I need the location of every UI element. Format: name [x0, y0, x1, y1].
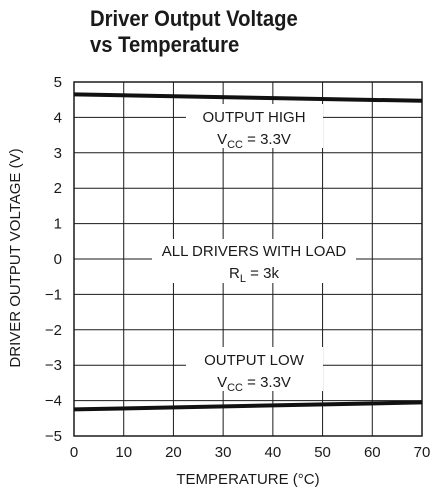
vcc-high-rest: = 3.3V — [243, 131, 291, 148]
y-tick-label: −3 — [45, 357, 62, 374]
vcc-low-main: V — [217, 374, 227, 391]
x-tick-label: 0 — [70, 444, 78, 461]
chart-title-line-1: Driver Output Voltage — [90, 6, 298, 31]
y-tick-label: −2 — [45, 322, 62, 339]
y-tick-label: −4 — [45, 393, 62, 410]
plot-frame — [73, 81, 423, 437]
x-tick-label: 30 — [215, 444, 232, 461]
x-tick-label: 50 — [314, 444, 331, 461]
series-output-low-line — [73, 400, 423, 412]
vcc-high-sub: CC — [227, 139, 243, 151]
annotation-output-low: OUTPUT LOW — [204, 352, 305, 369]
annotation-vcc-high: VCC = 3.3V — [217, 131, 291, 151]
annotation-high-bg — [186, 104, 323, 148]
series — [73, 92, 423, 412]
annotation-output-high: OUTPUT HIGH — [202, 109, 305, 126]
y-tick-labels: 5 4 3 2 1 0 −1 −2 −3 −4 −5 — [45, 74, 62, 445]
annotation-all-drivers: ALL DRIVERS WITH LOAD — [162, 243, 347, 260]
x-tick-labels: 0 10 20 30 40 50 60 70 — [70, 444, 431, 461]
series-output-high-line — [73, 92, 423, 103]
plot-border — [73, 81, 423, 437]
x-tick-label: 40 — [265, 444, 282, 461]
y-tick-label: −5 — [45, 428, 62, 445]
annotation-low-bg — [186, 347, 323, 391]
x-tick-label: 60 — [364, 444, 381, 461]
vcc-high-main: V — [217, 131, 227, 148]
x-axis-label: TEMPERATURE (°C) — [176, 471, 319, 488]
y-tick-label: 4 — [54, 109, 62, 126]
annotation-vcc-low: VCC = 3.3V — [217, 374, 291, 394]
chart-title: Driver Output Voltage vs Temperature — [90, 6, 298, 58]
vcc-low-sub: CC — [227, 382, 243, 394]
annotation-rl: RL = 3k — [229, 265, 279, 285]
y-axis-label: DRIVER OUTPUT VOLTAGE (V) — [7, 148, 24, 367]
rl-main: R — [229, 265, 240, 282]
chart-title-line-2: vs Temperature — [90, 32, 240, 57]
rl-rest: = 3k — [246, 265, 279, 282]
vcc-low-rest: = 3.3V — [243, 374, 291, 391]
y-tick-label: −1 — [45, 286, 62, 303]
y-tick-label: 5 — [54, 74, 62, 91]
x-tick-label: 20 — [165, 444, 182, 461]
rl-sub: L — [240, 273, 246, 285]
annotation-mid-bg — [152, 239, 356, 283]
y-tick-label: 3 — [54, 145, 62, 162]
x-tick-label: 70 — [414, 444, 431, 461]
y-tick-label: 0 — [54, 251, 62, 268]
x-tick-label: 10 — [115, 444, 132, 461]
y-tick-label: 1 — [54, 216, 62, 233]
y-tick-label: 2 — [54, 180, 62, 197]
